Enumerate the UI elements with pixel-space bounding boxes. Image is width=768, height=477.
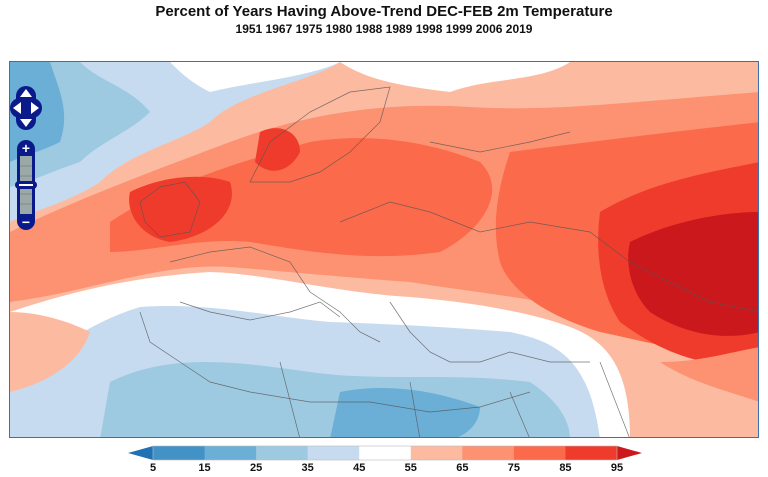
zoom-in-button[interactable]: + xyxy=(22,140,30,156)
arrow-right-icon[interactable] xyxy=(31,102,39,114)
pan-control[interactable] xyxy=(10,86,42,130)
colorbar-tick-label: 65 xyxy=(456,462,469,474)
map-controls: + − xyxy=(8,84,44,239)
colorbar-bin xyxy=(359,446,412,460)
colorbar-tick-label: 55 xyxy=(404,462,417,474)
arrow-left-icon[interactable] xyxy=(13,102,21,114)
temperature-field xyxy=(10,62,758,437)
zoom-out-button[interactable]: − xyxy=(22,214,30,230)
arrow-up-icon[interactable] xyxy=(20,89,32,97)
colorbar-tick-label: 75 xyxy=(507,462,520,474)
colorbar-tick-label: 35 xyxy=(301,462,314,474)
colorbar-tick-label: 5 xyxy=(149,462,157,474)
colorbar-bin xyxy=(565,446,618,460)
colorbar-over-arrow xyxy=(617,446,642,460)
arrow-down-icon[interactable] xyxy=(20,119,32,127)
map-title: Percent of Years Having Above-Trend DEC-… xyxy=(155,3,613,20)
colorbar-bin xyxy=(513,446,566,460)
colorbar-bin xyxy=(307,446,360,460)
colorbar-bin xyxy=(256,446,309,460)
colorbar-under-arrow xyxy=(128,446,153,460)
colorbar-bin xyxy=(204,446,257,460)
colorbar-bin xyxy=(410,446,463,460)
map-view[interactable] xyxy=(9,61,759,438)
colorbar-tick-label: 45 xyxy=(353,462,366,474)
colorbar-bin xyxy=(462,446,515,460)
colorbar-bin xyxy=(153,446,206,460)
colorbar xyxy=(128,445,642,461)
colorbar-tick-label: 15 xyxy=(198,462,211,474)
colorbar-tick-label: 25 xyxy=(249,462,263,474)
colorbar-tick-label: 85 xyxy=(559,462,572,474)
colorbar-tick-label: 95 xyxy=(610,462,624,474)
map-subtitle: 1951 1967 1975 1980 1988 1989 1998 1999 … xyxy=(235,22,533,36)
